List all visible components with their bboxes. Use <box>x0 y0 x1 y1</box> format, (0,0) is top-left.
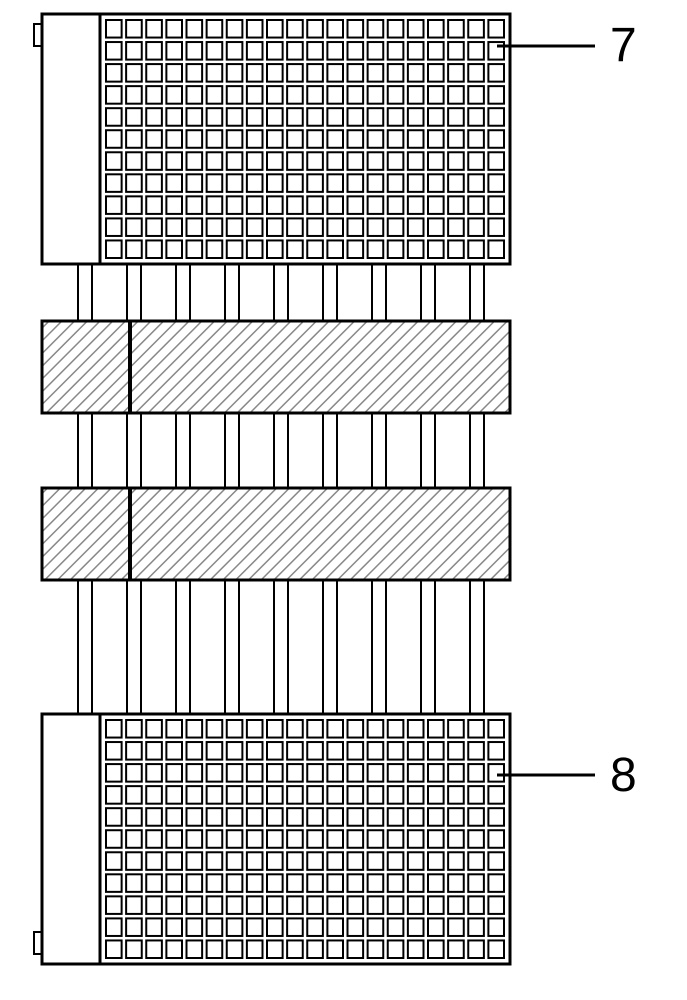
connector-1-7 <box>372 264 386 321</box>
perforation-grid <box>106 20 504 258</box>
connector-1-5 <box>274 264 288 321</box>
connector-2-9 <box>470 413 484 488</box>
perforation-grid <box>106 720 504 958</box>
connector-1-6 <box>323 264 337 321</box>
hatched-bar-1 <box>42 321 510 413</box>
connector-3-1 <box>78 580 92 714</box>
connector-3-5 <box>274 580 288 714</box>
connector-2-8 <box>421 413 435 488</box>
connector-3-6 <box>323 580 337 714</box>
connector-3-4 <box>225 580 239 714</box>
connector-3-3 <box>176 580 190 714</box>
connector-2-3 <box>176 413 190 488</box>
connector-1-9 <box>470 264 484 321</box>
connector-1-2 <box>127 264 141 321</box>
connector-2-2 <box>127 413 141 488</box>
connector-3-8 <box>421 580 435 714</box>
connector-1-8 <box>421 264 435 321</box>
callout-label-7: 7 <box>610 18 637 73</box>
connector-2-4 <box>225 413 239 488</box>
connector-2-7 <box>372 413 386 488</box>
connector-1-1 <box>78 264 92 321</box>
connector-3-7 <box>372 580 386 714</box>
connector-2-6 <box>323 413 337 488</box>
callout-label-8: 8 <box>610 748 637 803</box>
connector-2-5 <box>274 413 288 488</box>
top-module-outline <box>42 14 510 264</box>
connector-1-4 <box>225 264 239 321</box>
hatched-bar-2 <box>42 488 510 580</box>
connector-3-2 <box>127 580 141 714</box>
connector-3-9 <box>470 580 484 714</box>
connector-1-3 <box>176 264 190 321</box>
connector-2-1 <box>78 413 92 488</box>
bottom-module-outline <box>42 714 510 964</box>
